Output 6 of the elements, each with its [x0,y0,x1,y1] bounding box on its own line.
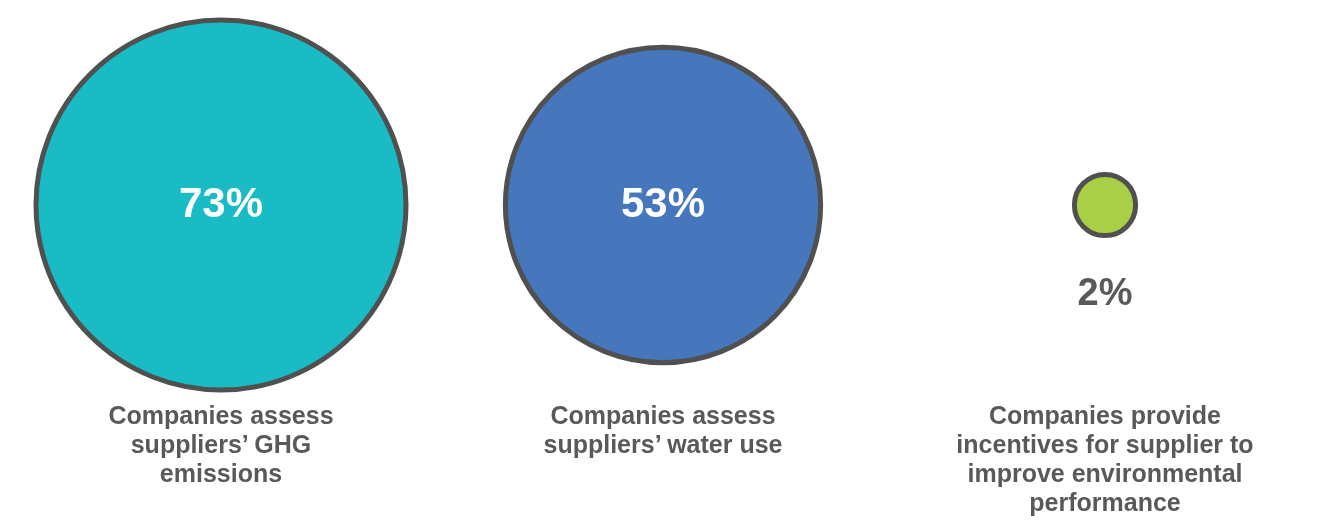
category-label: Companies provide incentives for supplier to improve environmental performance [956,401,1254,517]
data-label: 2% [1077,271,1133,314]
category-label: Companies assess suppliers’ GHG emissions [108,401,334,488]
data-label: 73% [178,178,264,226]
data-label: 53% [620,178,706,226]
category-label: Companies assess suppliers’ water use [543,401,783,459]
